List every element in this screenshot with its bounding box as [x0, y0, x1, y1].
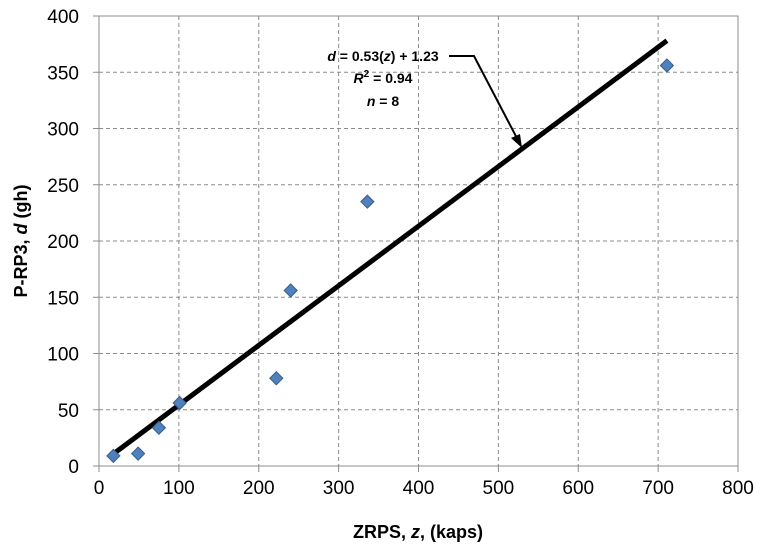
y-tick-label: 200: [47, 232, 79, 253]
y-tick-label: 0: [68, 457, 79, 478]
annotation-r-superscript: 2: [364, 69, 370, 80]
y-axis-label: P-RP3, d (gh): [11, 184, 31, 297]
y-tick-label: 350: [47, 63, 79, 84]
annotation-equation-var-d: d: [327, 48, 336, 64]
data-point: [106, 448, 121, 464]
x-tick-label: 600: [562, 478, 594, 499]
x-axis-label-suffix: , (kaps): [420, 522, 483, 542]
y-axis-label-suffix: (gh): [11, 184, 31, 223]
x-tick-label: 400: [403, 478, 435, 499]
x-tick-label: 700: [642, 478, 674, 499]
y-axis-label-prefix: P-RP3,: [11, 234, 31, 297]
annotation-equation-var-z: z: [383, 48, 391, 64]
annotation-equation-end: ) + 1.23: [391, 48, 439, 64]
y-tick-label: 100: [47, 345, 79, 366]
data-point: [172, 395, 187, 411]
annotation-n-var: n: [367, 93, 376, 109]
data-point: [659, 58, 675, 73]
annotation-arrowhead: [511, 134, 522, 148]
grid-lines: [99, 16, 738, 466]
x-axis-ticks: 0 100 200 300 400 500 600 700 800: [94, 466, 754, 499]
data-point: [360, 194, 375, 209]
annotation-equation-middle: = 0.53(: [336, 48, 384, 64]
y-tick-label: 250: [47, 176, 79, 197]
data-point: [283, 283, 298, 298]
data-point: [151, 420, 167, 435]
x-axis-label: ZRPS, z, (kaps): [353, 522, 483, 542]
y-tick-label: 300: [47, 120, 79, 141]
x-tick-label: 100: [163, 478, 195, 499]
x-tick-label: 800: [722, 478, 754, 499]
x-axis-label-prefix: ZRPS,: [353, 522, 411, 542]
data-point: [130, 446, 146, 461]
annotation-r-squared: R2 = 0.94: [354, 69, 413, 86]
y-axis-label-var: d: [11, 222, 31, 234]
x-axis-label-var: z: [410, 522, 420, 542]
annotation-r-var: R: [354, 70, 365, 86]
annotation-leader-arrow: [449, 55, 521, 145]
x-tick-label: 200: [243, 478, 275, 499]
annotation-n: n = 8: [367, 93, 400, 109]
y-axis-ticks: 0 50 100 150 200 250 300 350 400: [47, 7, 99, 478]
annotation-r-value: = 0.94: [369, 70, 412, 86]
annotation-n-value: = 8: [375, 93, 399, 109]
y-tick-label: 400: [47, 7, 79, 28]
annotation-equation: d = 0.53(z) + 1.23: [327, 48, 439, 64]
data-point: [269, 371, 284, 386]
trendline: [111, 38, 669, 456]
data-points: [106, 58, 675, 464]
x-tick-label: 0: [94, 478, 105, 499]
y-tick-label: 50: [58, 401, 79, 422]
x-tick-label: 500: [483, 478, 515, 499]
y-tick-label: 150: [47, 288, 79, 309]
x-tick-label: 300: [323, 478, 355, 499]
